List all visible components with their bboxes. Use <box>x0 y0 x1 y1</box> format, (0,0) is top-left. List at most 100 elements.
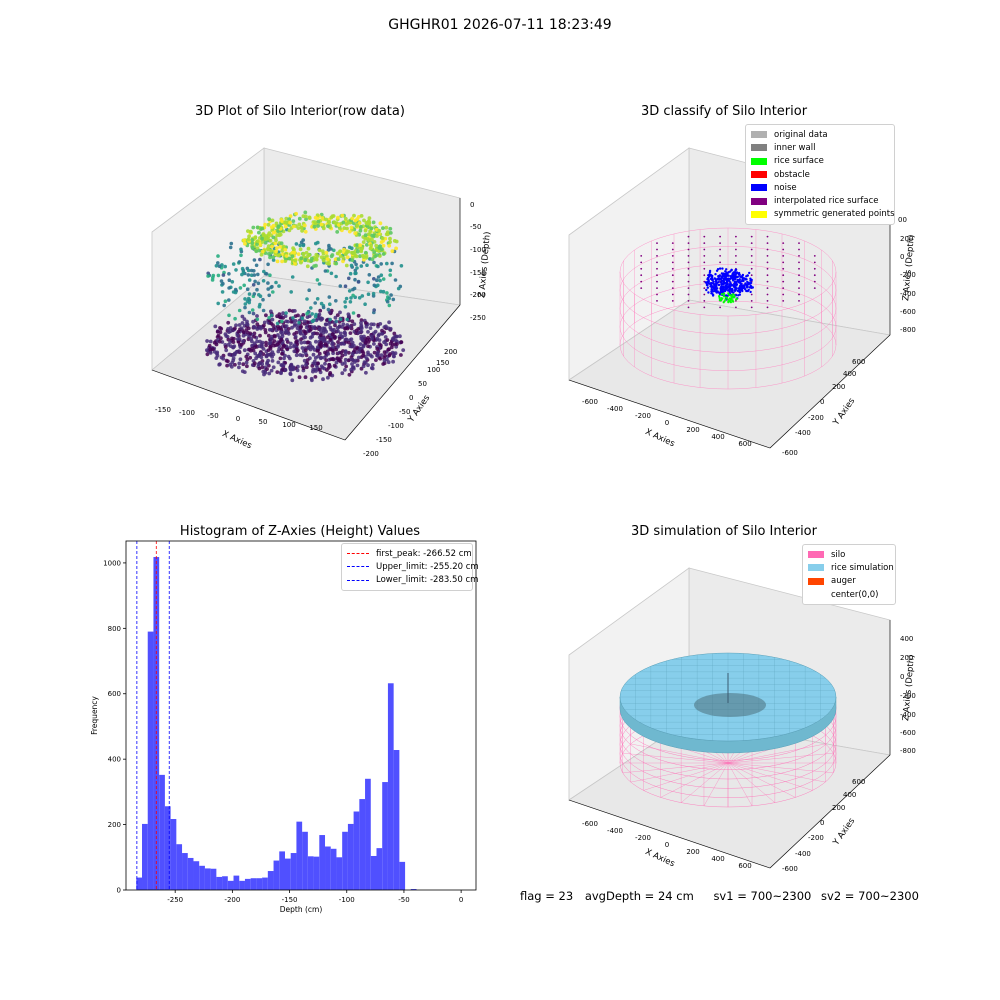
data-point <box>266 333 271 338</box>
noise-point <box>727 289 730 292</box>
interpolated-point <box>766 255 769 257</box>
legend-entry: center(0,0) <box>808 588 890 601</box>
data-point <box>287 228 292 233</box>
data-point <box>302 340 307 345</box>
noise-point <box>717 283 721 287</box>
data-point <box>281 311 285 316</box>
data-point <box>223 345 228 349</box>
data-point <box>278 356 283 361</box>
interpolated-point <box>703 255 706 257</box>
legend-line <box>347 553 369 555</box>
data-point <box>370 237 374 242</box>
data-point <box>268 340 273 345</box>
histogram-bar <box>262 877 268 890</box>
data-point <box>264 340 268 345</box>
y-tick-label: -200 <box>808 414 824 422</box>
data-point <box>276 225 281 230</box>
data-point <box>385 232 390 237</box>
data-point <box>313 375 318 379</box>
x-tick-label: 100 <box>282 421 295 429</box>
data-point <box>354 262 358 267</box>
data-point <box>228 245 233 250</box>
data-point <box>304 250 309 255</box>
legend-entry: auger <box>808 575 890 588</box>
data-point <box>366 280 370 285</box>
data-point <box>355 363 360 368</box>
data-point <box>352 343 356 348</box>
histogram-bar <box>273 860 280 890</box>
data-point <box>343 305 348 309</box>
noise-point <box>735 271 739 274</box>
z-tick-label: -100 <box>470 246 486 254</box>
interpolated-point <box>735 255 737 257</box>
interpolated-point <box>703 235 706 238</box>
legend-entry: interpolated rice surface <box>751 194 889 207</box>
noise-point <box>715 284 718 287</box>
data-point <box>387 320 391 325</box>
data-point <box>348 331 353 335</box>
interpolated-point <box>766 235 769 238</box>
data-point <box>399 353 403 357</box>
noise-point <box>710 285 713 289</box>
legend-entry: symmetric generated points <box>751 208 895 221</box>
data-point <box>350 357 355 362</box>
data-point <box>287 308 292 313</box>
data-point <box>303 210 308 215</box>
noise-point <box>708 273 711 276</box>
panel1-axes-box <box>151 147 461 441</box>
data-point <box>362 334 366 339</box>
data-point <box>330 214 335 219</box>
data-point <box>221 273 226 277</box>
data-point <box>216 254 220 258</box>
data-point <box>388 231 393 235</box>
data-point <box>338 249 343 254</box>
data-point <box>314 241 318 246</box>
data-point <box>370 233 375 238</box>
data-point <box>340 362 345 366</box>
data-point <box>390 249 395 254</box>
panel1-title: 3D Plot of Silo Interior(row data) <box>195 104 405 119</box>
noise-point <box>744 282 747 285</box>
data-point <box>290 378 295 383</box>
interpolated-point <box>798 300 800 302</box>
legend-swatch <box>808 577 824 585</box>
noise-point <box>730 275 733 278</box>
data-point <box>266 222 271 227</box>
data-point <box>260 344 264 348</box>
data-point <box>351 365 356 370</box>
data-point <box>395 342 399 346</box>
noise-point <box>723 289 727 293</box>
data-point <box>382 358 387 363</box>
interpolated-point <box>687 255 690 257</box>
data-point <box>344 296 349 301</box>
interpolated-point <box>671 267 674 270</box>
histogram-bar <box>296 821 303 890</box>
histogram-bar <box>376 848 383 890</box>
data-point <box>390 261 394 266</box>
interpolated-point <box>687 287 690 289</box>
histogram-bar <box>307 856 314 890</box>
data-point <box>274 249 278 254</box>
interpolated-point <box>703 287 706 289</box>
status-avg-depth: avgDepth = 24 cm <box>584 889 694 903</box>
data-point <box>233 316 237 321</box>
noise-point <box>732 272 735 275</box>
data-point <box>246 273 251 277</box>
data-point <box>258 352 262 356</box>
data-point <box>246 296 251 301</box>
data-point <box>290 275 295 279</box>
data-point <box>291 224 296 229</box>
data-point <box>278 315 283 320</box>
histogram-bar <box>370 855 377 890</box>
interpolated-point <box>813 274 816 277</box>
data-point <box>224 348 229 353</box>
data-point <box>351 293 355 298</box>
data-point <box>361 240 366 245</box>
data-point <box>261 279 266 283</box>
rice-surface-point <box>733 296 736 299</box>
data-point <box>307 215 312 220</box>
data-point <box>335 326 340 330</box>
data-point <box>343 368 347 372</box>
data-point <box>273 334 277 339</box>
